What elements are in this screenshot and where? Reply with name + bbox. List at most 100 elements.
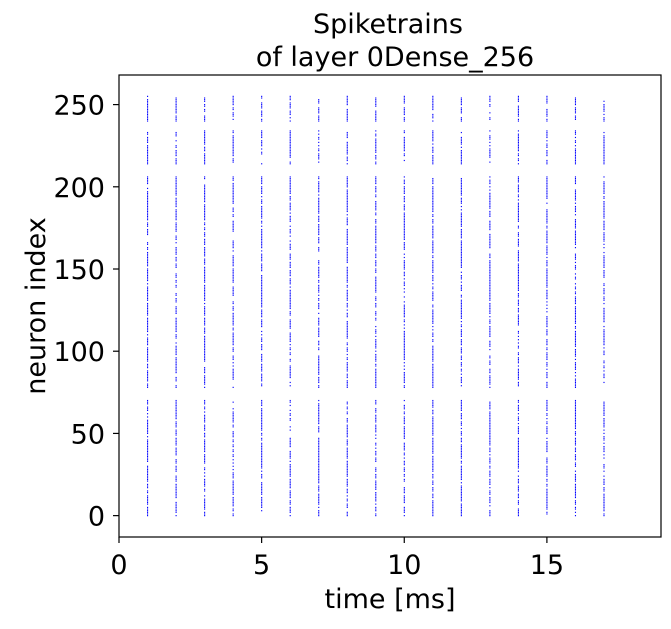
spike-point: [546, 363, 548, 365]
spike-point: [232, 348, 234, 351]
spike-point: [432, 99, 434, 101]
spike-point: [489, 470, 491, 472]
spike-point: [546, 353, 548, 356]
spike-point: [603, 365, 605, 367]
spike-point: [603, 181, 605, 183]
spike-point: [147, 113, 149, 116]
spike-point: [175, 503, 177, 505]
spike-point: [289, 181, 291, 183]
spike-point: [175, 260, 177, 262]
spike-point: [603, 225, 605, 227]
spike-point: [175, 478, 177, 481]
spike-point: [517, 199, 519, 201]
spike-point: [460, 187, 462, 190]
spike-point: [546, 184, 548, 186]
spike-point: [574, 367, 577, 369]
spike-point: [318, 485, 320, 487]
spike-point: [489, 426, 491, 428]
spike-point: [147, 325, 149, 328]
spike-point: [432, 117, 434, 119]
spike-point: [432, 468, 434, 471]
spike-point: [546, 215, 548, 217]
spike-point: [460, 332, 462, 334]
spike-point: [403, 238, 405, 241]
spike-point: [574, 411, 577, 413]
spike-markers: [147, 95, 605, 517]
spike-point: [460, 311, 462, 313]
spike-point: [346, 266, 348, 268]
spike-point: [517, 447, 519, 449]
spike-point: [147, 408, 149, 410]
spike-point: [574, 350, 577, 352]
spike-point: [346, 197, 348, 199]
spike-point: [204, 136, 206, 139]
spike-point: [289, 176, 291, 178]
spike-point: [147, 296, 149, 298]
spike-point: [403, 118, 405, 120]
spike-point: [574, 363, 577, 365]
spike-point: [375, 473, 377, 476]
spike-point: [289, 130, 291, 132]
spike-point: [318, 406, 320, 408]
spike-point: [375, 238, 377, 241]
spike-point: [574, 253, 577, 255]
spike-point: [603, 140, 605, 142]
spike-point: [403, 470, 405, 472]
spike-point: [346, 322, 348, 324]
spike-point: [432, 107, 434, 109]
spike-point: [204, 215, 206, 217]
spike-point: [403, 197, 405, 199]
spike-point: [204, 138, 206, 140]
spike-point: [603, 337, 605, 339]
spike-point: [318, 99, 320, 101]
spike-point: [175, 454, 177, 456]
spike-point: [175, 510, 177, 512]
spike-point: [546, 311, 548, 313]
spike-point: [204, 274, 206, 277]
spike-point: [460, 260, 462, 262]
spike-point: [574, 309, 577, 311]
spike-point: [318, 271, 320, 273]
spike-point: [603, 243, 605, 245]
spike-point: [603, 108, 605, 111]
spike-point: [460, 470, 462, 472]
spike-point: [147, 289, 149, 291]
spike-point: [375, 283, 377, 285]
spike-point: [403, 265, 405, 267]
spike-point: [261, 113, 263, 116]
spike-point: [489, 105, 491, 107]
spike-point: [318, 260, 320, 262]
spike-point: [175, 403, 177, 405]
spike-point: [517, 150, 519, 152]
spike-point: [517, 143, 519, 145]
spike-point: [147, 478, 149, 481]
spike-point: [546, 492, 548, 494]
spike-point: [432, 413, 434, 415]
spike-point: [175, 187, 177, 190]
spike-point: [489, 381, 491, 384]
spike-point: [403, 353, 405, 356]
spike-point: [261, 344, 263, 346]
spike-point: [261, 268, 263, 270]
spike-point: [289, 503, 291, 505]
spike-point: [489, 348, 491, 351]
spike-point: [574, 403, 577, 405]
spike-point: [517, 422, 519, 425]
spike-point: [375, 120, 377, 122]
spike-point: [432, 332, 434, 334]
spike-point: [318, 344, 320, 346]
spike-point: [603, 373, 605, 375]
spike-point: [175, 279, 177, 282]
spike-point: [460, 409, 462, 412]
spike-point: [603, 439, 605, 441]
spike-point: [261, 255, 263, 257]
spike-point: [403, 373, 405, 375]
spike-point: [546, 408, 548, 410]
spike-point: [432, 248, 434, 250]
spike-point: [232, 306, 234, 308]
spike-point: [346, 427, 348, 430]
spike-point: [432, 447, 434, 449]
spike-point: [375, 209, 377, 211]
spike-point: [318, 268, 320, 270]
spike-point: [204, 268, 206, 270]
